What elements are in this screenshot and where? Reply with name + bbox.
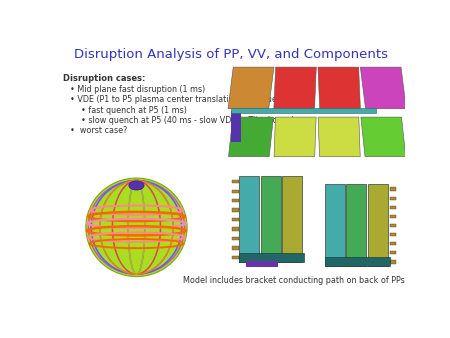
Polygon shape	[274, 67, 316, 109]
Bar	[60, 166, 213, 280]
Bar	[390, 260, 396, 264]
Bar	[390, 188, 396, 191]
Bar	[232, 190, 239, 193]
Polygon shape	[318, 117, 360, 156]
Bar	[232, 246, 239, 250]
Bar	[239, 176, 259, 262]
Bar	[390, 206, 396, 209]
Bar	[230, 166, 401, 275]
Bar	[346, 184, 366, 266]
Bar	[239, 253, 304, 262]
Bar	[232, 237, 239, 240]
Polygon shape	[360, 67, 406, 109]
Bar	[261, 176, 281, 262]
Bar	[390, 242, 396, 245]
Bar	[390, 215, 396, 218]
Bar	[232, 218, 239, 221]
Text: Disruption cases:: Disruption cases:	[63, 74, 146, 83]
Bar	[324, 184, 345, 266]
Text: Disruption Analysis of PP, VV, and Components: Disruption Analysis of PP, VV, and Compo…	[74, 48, 387, 62]
Bar	[368, 184, 388, 266]
Ellipse shape	[129, 181, 144, 190]
Bar	[246, 261, 278, 267]
Bar	[324, 257, 390, 266]
Bar	[230, 59, 401, 163]
Bar	[232, 227, 239, 231]
Polygon shape	[229, 117, 274, 156]
Text: • VDE (P1 to P5 plasma center translation) and quench: • VDE (P1 to P5 plasma center translatio…	[70, 95, 292, 104]
Bar	[232, 256, 239, 259]
Text: • Mid plane fast disruption (1 ms): • Mid plane fast disruption (1 ms)	[70, 85, 206, 94]
Polygon shape	[274, 117, 316, 156]
Bar	[232, 180, 239, 183]
Bar	[232, 199, 239, 202]
Bar	[390, 233, 396, 236]
Bar	[390, 251, 396, 255]
Polygon shape	[228, 67, 274, 109]
Polygon shape	[318, 67, 360, 109]
Bar	[230, 111, 241, 142]
Bar	[230, 108, 376, 113]
Bar	[232, 209, 239, 212]
Polygon shape	[361, 117, 406, 156]
Ellipse shape	[86, 178, 187, 276]
Bar	[390, 196, 396, 200]
Text: • slow quench at P5 (40 ms - slow VDE in Titus’ case): • slow quench at P5 (40 ms - slow VDE in…	[81, 116, 294, 125]
Text: Model includes bracket conducting path on back of PPs: Model includes bracket conducting path o…	[183, 276, 404, 285]
Bar	[283, 176, 302, 262]
Text: •  worst case?: • worst case?	[70, 126, 128, 136]
Bar	[390, 224, 396, 227]
Text: • fast quench at P5 (1 ms): • fast quench at P5 (1 ms)	[81, 105, 187, 115]
